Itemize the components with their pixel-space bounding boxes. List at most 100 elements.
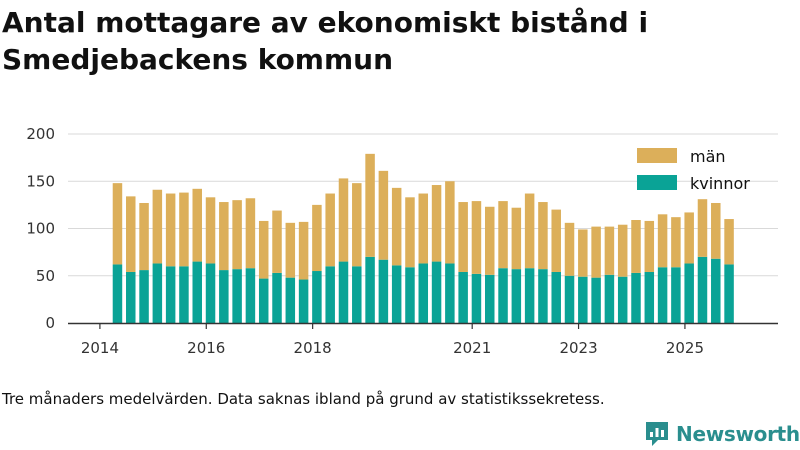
bar-man (617, 224, 628, 277)
y-tick-label: 200 (26, 125, 55, 143)
bar-man (711, 202, 721, 259)
bar-man (684, 212, 694, 264)
bar-kvinnor (352, 266, 362, 323)
bar-kvinnor (338, 261, 349, 323)
bar-man (298, 221, 309, 280)
bar-kvinnor (445, 263, 455, 323)
bar-man (511, 207, 522, 270)
bar-man (591, 226, 601, 278)
bar-man (431, 185, 442, 262)
bar-man (219, 202, 229, 271)
bar-man (671, 217, 681, 268)
bar-kvinnor (258, 278, 269, 323)
x-tick-label: 2018 (294, 339, 332, 357)
bar-man (245, 198, 256, 269)
bar-man (498, 201, 508, 269)
bar-kvinnor (205, 263, 216, 323)
bar-man (697, 199, 708, 257)
bar-man (232, 200, 242, 270)
bar-man (126, 196, 136, 272)
bar-man (258, 220, 269, 279)
bar-man (365, 153, 375, 257)
bar-kvinnor (298, 279, 309, 323)
bar-kvinnor (604, 274, 615, 323)
y-tick-label: 150 (26, 172, 55, 190)
bar-kvinnor (126, 271, 136, 323)
bar-man (551, 209, 561, 272)
y-tick-label: 0 (45, 314, 55, 332)
bar-kvinnor (511, 269, 522, 323)
bar-man (165, 193, 176, 267)
bar-kvinnor (391, 265, 402, 323)
bar-kvinnor (551, 271, 561, 323)
newsworthy-logo-icon (646, 422, 668, 446)
x-tick-label: 2023 (559, 339, 597, 357)
bar-man (644, 220, 655, 272)
y-axis-ticks: 0 50 100 150 200 (26, 125, 55, 332)
bar-kvinnor (245, 268, 256, 323)
bar-kvinnor (418, 263, 429, 323)
bar-kvinnor (431, 261, 442, 323)
x-axis: 2014 2016 2018 2021 2023 2025 (68, 322, 778, 357)
bar-man (564, 222, 575, 276)
bar-man (112, 183, 123, 265)
legend-label-kvinnor: kvinnor (690, 174, 750, 193)
bar-kvinnor (657, 267, 668, 323)
brand-logo: Newsworthy (644, 420, 800, 448)
bar-kvinnor (285, 277, 296, 323)
footnote: Tre månaders medelvärden. Data saknas ib… (2, 390, 605, 408)
bar-kvinnor (179, 266, 189, 323)
bar-kvinnor (219, 270, 229, 323)
bar-kvinnor (617, 276, 628, 323)
x-tick-label: 2021 (453, 339, 491, 357)
bar-man (445, 181, 455, 264)
bar-man (378, 170, 389, 260)
bar-man (485, 206, 495, 275)
bar-kvinnor (378, 259, 389, 323)
bar-man (471, 201, 482, 274)
bar-kvinnor (232, 269, 242, 323)
bar-man (524, 193, 535, 269)
bar-kvinnor (485, 274, 495, 323)
brand-name: Newsworthy (676, 422, 800, 446)
bar-man (338, 178, 349, 262)
legend-swatch-man (637, 148, 677, 163)
bar-man (325, 193, 335, 267)
legend: män kvinnor (637, 147, 750, 193)
bar-man (179, 192, 189, 267)
bar-kvinnor (458, 271, 468, 323)
bar-man (352, 183, 362, 267)
bar-man (538, 202, 548, 270)
bar-man (578, 229, 588, 277)
bar-kvinnor (724, 264, 734, 323)
bar-kvinnor (524, 268, 535, 323)
bar-kvinnor (538, 269, 548, 323)
bar-kvinnor (192, 261, 202, 323)
bar-man (139, 202, 149, 271)
bar-kvinnor (697, 256, 708, 323)
bar-kvinnor (644, 271, 655, 323)
bar-kvinnor (578, 276, 588, 323)
bar-kvinnor (471, 273, 482, 323)
y-tick-label: 50 (36, 267, 55, 285)
bar-man (604, 226, 615, 275)
stacked-bar-chart: 0 50 100 150 200 2014 2016 2018 2021 2023 2025 mä… (26, 125, 778, 357)
bar-man (192, 188, 202, 262)
bar-kvinnor (564, 275, 575, 323)
bar-kvinnor (325, 266, 335, 323)
bar-man (272, 210, 282, 273)
x-tick-label: 2025 (666, 339, 704, 357)
bar-man (391, 187, 402, 266)
bar-kvinnor (498, 268, 508, 323)
x-tick-label: 2016 (187, 339, 225, 357)
bar-man (458, 202, 468, 272)
x-tick-label: 2014 (81, 339, 119, 357)
bar-man (418, 193, 429, 264)
bar-man (631, 220, 641, 273)
legend-label-man: män (690, 147, 726, 166)
bar-man (152, 189, 163, 264)
bar-kvinnor (631, 272, 641, 323)
bar-kvinnor (365, 256, 375, 323)
bar-kvinnor (671, 267, 681, 323)
bar-kvinnor (405, 267, 415, 323)
